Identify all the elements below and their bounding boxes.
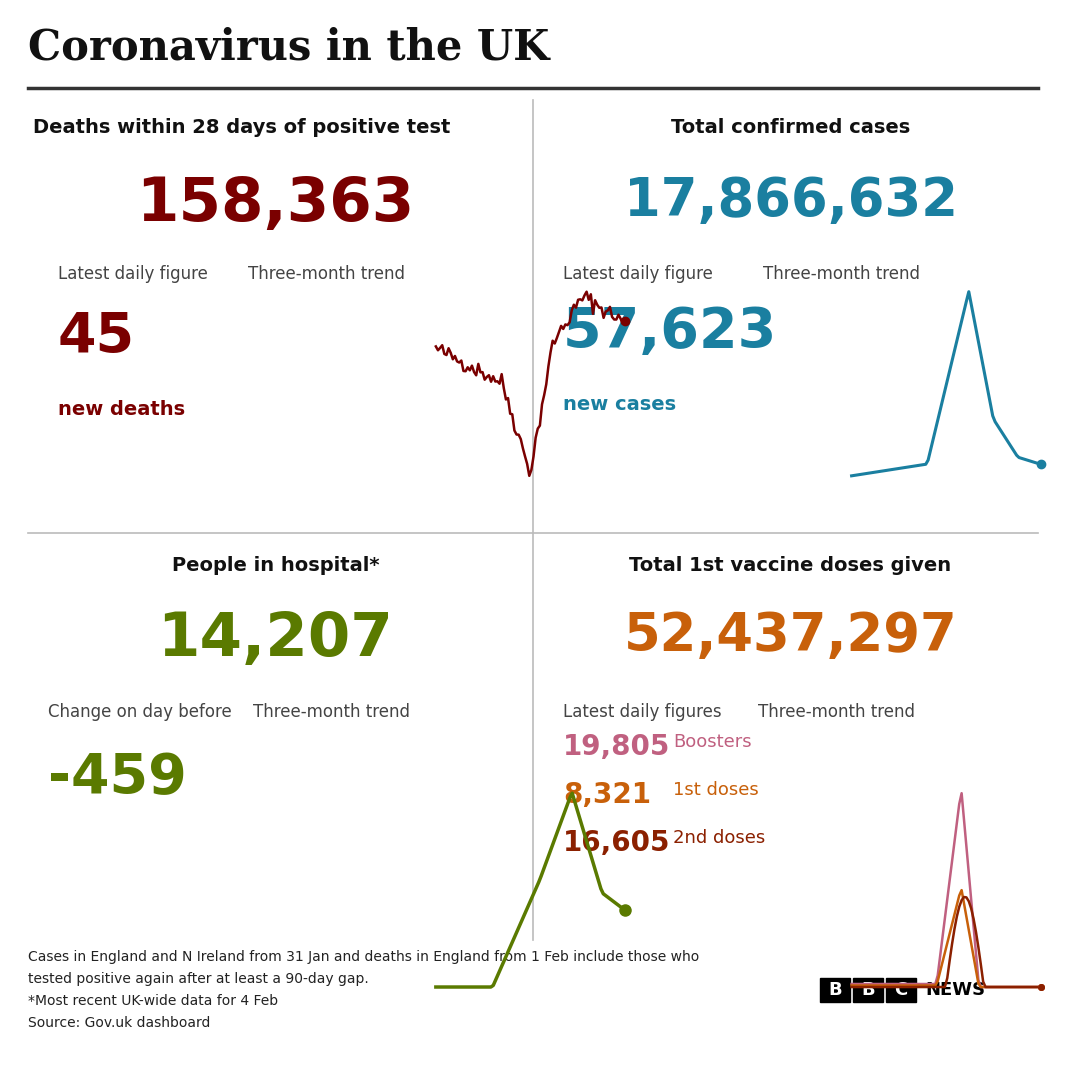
Text: 19,805: 19,805 xyxy=(563,733,671,761)
Text: 45: 45 xyxy=(58,310,135,364)
Text: Three-month trend: Three-month trend xyxy=(763,265,920,282)
Text: 52,437,297: 52,437,297 xyxy=(624,610,957,662)
Text: B: B xyxy=(861,981,875,999)
Text: Boosters: Boosters xyxy=(673,733,752,752)
Text: Source: Gov.uk dashboard: Source: Gov.uk dashboard xyxy=(28,1016,210,1030)
Text: 8,321: 8,321 xyxy=(563,781,651,809)
Text: 1st doses: 1st doses xyxy=(673,781,759,800)
Text: Three-month trend: Three-month trend xyxy=(758,702,915,721)
Text: 14,207: 14,207 xyxy=(158,610,393,669)
Text: Three-month trend: Three-month trend xyxy=(253,702,410,721)
Text: Change on day before: Change on day before xyxy=(48,702,231,721)
Text: Total 1st vaccine doses given: Total 1st vaccine doses given xyxy=(629,556,952,575)
Text: Deaths within 28 days of positive test: Deaths within 28 days of positive test xyxy=(33,118,450,138)
Text: 57,623: 57,623 xyxy=(563,305,777,359)
Text: Cases in England and N Ireland from 31 Jan and deaths in England from 1 Feb incl: Cases in England and N Ireland from 31 J… xyxy=(28,950,699,964)
Text: Coronavirus in the UK: Coronavirus in the UK xyxy=(28,26,549,68)
Text: B: B xyxy=(828,981,842,999)
Text: -459: -459 xyxy=(48,752,187,805)
Text: Three-month trend: Three-month trend xyxy=(248,265,405,282)
FancyBboxPatch shape xyxy=(886,978,916,1002)
Text: new deaths: new deaths xyxy=(58,400,185,419)
Text: tested positive again after at least a 90-day gap.: tested positive again after at least a 9… xyxy=(28,972,369,986)
Text: new cases: new cases xyxy=(563,395,676,414)
FancyBboxPatch shape xyxy=(820,978,850,1002)
FancyBboxPatch shape xyxy=(853,978,883,1002)
Text: C: C xyxy=(894,981,907,999)
Text: 2nd doses: 2nd doses xyxy=(673,829,765,847)
Text: *Most recent UK-wide data for 4 Feb: *Most recent UK-wide data for 4 Feb xyxy=(28,994,278,1008)
Text: Latest daily figures: Latest daily figures xyxy=(563,702,722,721)
Text: Total confirmed cases: Total confirmed cases xyxy=(671,118,910,138)
Text: 17,866,632: 17,866,632 xyxy=(624,175,957,227)
Text: 158,363: 158,363 xyxy=(136,175,415,235)
Text: Latest daily figure: Latest daily figure xyxy=(58,265,208,282)
Text: Latest daily figure: Latest daily figure xyxy=(563,265,713,282)
Text: 16,605: 16,605 xyxy=(563,829,671,857)
Text: People in hospital*: People in hospital* xyxy=(172,556,379,575)
Text: NEWS: NEWS xyxy=(925,981,985,999)
